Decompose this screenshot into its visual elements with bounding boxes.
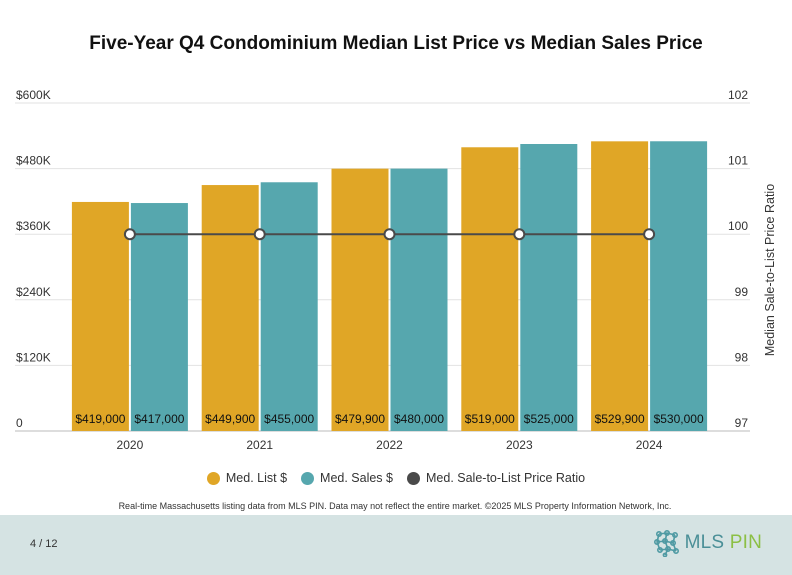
ratio-point — [123, 228, 136, 241]
ratio-point — [643, 228, 656, 241]
chart-area: 0 $120K $240K $360K $480K $600K 97 98 99 100 101 10… — [15, 88, 777, 452]
logo-text-pin: PIN — [729, 532, 762, 553]
bar-list — [331, 168, 389, 431]
legend-label-list: Med. List $ — [225, 471, 288, 485]
bar-list — [461, 147, 519, 431]
legend-item-list[interactable]: Med. List $ — [206, 471, 288, 485]
bar-list — [591, 141, 649, 431]
legend-swatch-sales — [301, 471, 315, 485]
x-tick-label: 2022 — [376, 438, 403, 452]
bar-data-label: $519,000 — [465, 412, 515, 426]
bar-sales — [520, 144, 578, 431]
bar-data-label: $449,900 — [205, 412, 255, 426]
mls-pin-logo: MLS PIN — [653, 529, 762, 557]
bar-list — [71, 201, 129, 431]
x-tick-label: 2020 — [117, 438, 144, 452]
bar-data-label: $525,000 — [524, 412, 574, 426]
x-tick-label: 2023 — [506, 438, 533, 452]
y-axis-label-right: Median Sale-to-List Price Ratio — [763, 184, 777, 356]
chart-title: Five-Year Q4 Condominium Median List Pri… — [89, 33, 703, 54]
bar-sales — [650, 141, 708, 431]
y-tick-label-left: 0 — [16, 416, 23, 430]
legend: Med. List $ Med. Sales $ Med. Sale-to-Li… — [0, 471, 792, 485]
page-number: 4 / 12 — [30, 538, 58, 550]
y-tick-label-left: $600K — [16, 88, 51, 102]
bar-data-label: $529,900 — [595, 412, 645, 426]
y-tick-label-left: $360K — [16, 219, 51, 233]
footer-bar: 4 / 12 MLS PIN — [0, 515, 792, 575]
y-tick-label-left: $120K — [16, 350, 51, 364]
legend-item-sales[interactable]: Med. Sales $ — [301, 471, 393, 485]
bar-data-label: $530,000 — [654, 412, 704, 426]
bar-sales — [130, 203, 188, 431]
bar-sales — [390, 168, 448, 431]
bar-data-label: $417,000 — [134, 412, 184, 426]
bar-sales — [260, 182, 318, 431]
bar-list — [201, 185, 259, 431]
y-tick-label-right: 97 — [735, 416, 749, 430]
legend-swatch-list — [206, 471, 220, 485]
logo-text-mls: MLS — [684, 532, 725, 553]
y-tick-label-right: 98 — [735, 350, 749, 364]
ratio-point — [383, 228, 396, 241]
legend-label-sales: Med. Sales $ — [320, 471, 393, 485]
bar-data-label: $479,900 — [335, 412, 385, 426]
logo-network-icon — [653, 529, 679, 557]
bar-data-label: $419,000 — [75, 412, 125, 426]
x-tick-label: 2024 — [636, 438, 663, 452]
logo-text: MLS PIN — [685, 532, 762, 554]
legend-item-ratio[interactable]: Med. Sale-to-List Price Ratio — [407, 471, 585, 485]
x-tick-label: 2021 — [246, 438, 273, 452]
bar-data-label: $480,000 — [394, 412, 444, 426]
legend-swatch-ratio — [407, 471, 420, 485]
ratio-point — [513, 228, 526, 241]
y-tick-label-right: 101 — [728, 154, 748, 168]
ratio-point — [253, 228, 266, 241]
y-tick-label-right: 99 — [735, 285, 749, 299]
legend-label-ratio: Med. Sale-to-List Price Ratio — [426, 471, 586, 485]
bar-data-label: $455,000 — [264, 412, 314, 426]
y-tick-label-right: 100 — [728, 219, 748, 233]
y-tick-label-left: $480K — [16, 154, 51, 168]
y-tick-label-left: $240K — [16, 285, 51, 299]
y-tick-label-right: 102 — [728, 88, 748, 102]
footnote: Real-time Massachusetts listing data fro… — [118, 501, 672, 511]
